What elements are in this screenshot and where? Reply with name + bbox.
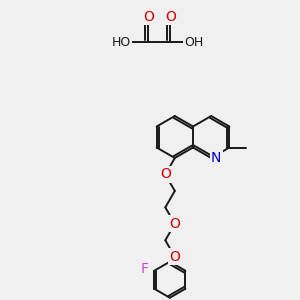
Text: O: O — [166, 10, 176, 24]
Text: O: O — [169, 217, 180, 231]
Text: O: O — [169, 250, 180, 264]
Text: HO: HO — [111, 35, 130, 49]
Text: O: O — [144, 10, 154, 24]
Text: N: N — [211, 151, 221, 165]
Text: O: O — [160, 167, 171, 182]
Text: OH: OH — [184, 35, 204, 49]
Text: F: F — [140, 262, 148, 276]
